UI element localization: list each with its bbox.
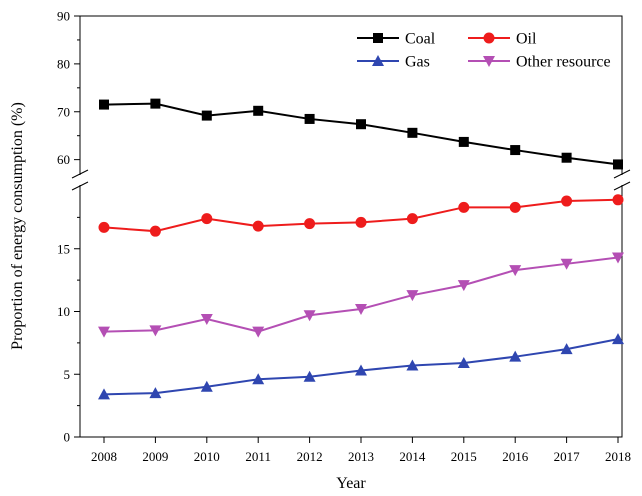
- x-axis-title: Year: [336, 475, 366, 492]
- legend-entry-oil: Oil: [468, 31, 537, 48]
- data-point-other-resource: [200, 314, 213, 326]
- data-point-coal: [561, 152, 572, 163]
- axis-break-slash: [71, 181, 89, 191]
- legend-marker: [483, 56, 495, 67]
- y-tick-label: 60: [57, 152, 70, 167]
- data-point-other-resource: [98, 326, 110, 338]
- legend-marker: [372, 55, 384, 66]
- x-tick-label: 2010: [194, 449, 220, 464]
- y-tick-label: 80: [57, 56, 70, 71]
- data-point-coal: [458, 136, 469, 147]
- data-point-oil: [612, 194, 624, 206]
- x-tick-label: 2015: [451, 449, 477, 464]
- legend-label: Other resource: [516, 54, 611, 71]
- y-tick-label: 10: [57, 304, 70, 319]
- legend-marker: [483, 32, 495, 44]
- y-tick-label: 0: [64, 430, 71, 445]
- x-tick-label: 2011: [245, 449, 271, 464]
- axis-break-slash: [613, 169, 631, 179]
- data-point-oil: [509, 201, 521, 213]
- x-tick-label: 2009: [142, 449, 168, 464]
- data-point-coal: [407, 127, 418, 138]
- legend-entry-other-resource: Other resource: [468, 54, 611, 71]
- legend-marker: [373, 33, 383, 43]
- axis-break-slash: [613, 181, 631, 191]
- data-point-oil: [355, 216, 367, 228]
- series-coal: [99, 98, 623, 170]
- data-point-gas: [200, 380, 213, 392]
- legend-entry-gas: Gas: [357, 54, 430, 71]
- data-point-coal: [613, 159, 623, 170]
- axes: [71, 15, 631, 438]
- y-tick-label: 5: [64, 367, 71, 382]
- data-point-oil: [201, 213, 213, 225]
- x-tick-label: 2008: [91, 449, 117, 464]
- series-other-resource: [98, 252, 624, 338]
- data-point-gas: [509, 350, 522, 362]
- x-axis-ticks: 2008 2009 2010 2011 2012 2013 2014 2015 2016 2017…: [91, 437, 631, 464]
- data-point-gas: [149, 387, 162, 399]
- data-point-other-resource: [303, 310, 316, 322]
- series-gas: [98, 333, 624, 400]
- data-point-coal: [253, 105, 264, 116]
- series-line-other-resource: [103, 256, 619, 333]
- legend-label: Coal: [405, 31, 436, 48]
- data-point-coal: [304, 113, 315, 124]
- data-point-gas: [406, 359, 419, 371]
- data-point-other-resource: [457, 280, 470, 292]
- data-point-gas: [560, 343, 573, 355]
- data-point-gas: [252, 373, 265, 385]
- x-tick-label: 2012: [297, 449, 323, 464]
- data-point-gas: [98, 388, 110, 400]
- data-point-gas: [355, 364, 367, 376]
- x-tick-label: 2014: [399, 449, 426, 464]
- data-point-coal: [510, 145, 521, 156]
- plot-frame: [79, 15, 623, 438]
- data-point-coal: [356, 119, 366, 130]
- x-tick-label: 2016: [502, 449, 529, 464]
- x-tick-label: 2013: [348, 449, 374, 464]
- y-axis-ticks: 60 70 80 90 0 5 10 15: [57, 9, 80, 445]
- data-point-other-resource: [560, 258, 573, 270]
- x-tick-label: 2018: [605, 449, 631, 464]
- data-point-other-resource: [252, 326, 265, 338]
- y-tick-label: 90: [57, 9, 70, 24]
- data-point-other-resource: [149, 325, 162, 337]
- data-point-coal: [99, 99, 109, 110]
- series-oil: [98, 194, 624, 237]
- axis-break-marks: [71, 169, 631, 191]
- data-point-oil: [458, 201, 470, 213]
- data-point-gas: [612, 333, 624, 345]
- data-point-oil: [304, 218, 316, 230]
- data-point-oil: [98, 221, 110, 233]
- data-point-other-resource: [612, 252, 624, 264]
- x-tick-label: 2017: [554, 449, 581, 464]
- y-tick-label: 70: [57, 104, 70, 119]
- data-point-coal: [150, 98, 161, 109]
- legend-label: Oil: [516, 31, 537, 48]
- axis-break-gap: [619, 175, 625, 185]
- data-point-coal: [201, 110, 212, 121]
- series-layer: [98, 98, 624, 400]
- data-point-oil: [149, 225, 161, 237]
- data-point-oil: [406, 213, 418, 225]
- series-line-coal: [103, 102, 619, 166]
- axis-break-slash: [71, 169, 89, 179]
- legend-entry-coal: Coal: [357, 31, 436, 48]
- legend: Coal Oil Gas Other resource: [357, 31, 611, 71]
- legend-label: Gas: [405, 54, 430, 71]
- y-axis-title: Proportion of energy consumption (%): [9, 102, 26, 350]
- data-point-oil: [561, 195, 573, 207]
- data-point-oil: [252, 220, 264, 232]
- axis-break-gap: [77, 175, 83, 185]
- data-point-other-resource: [355, 303, 367, 315]
- data-point-gas: [303, 370, 316, 382]
- data-point-other-resource: [406, 290, 419, 302]
- data-point-other-resource: [509, 265, 522, 277]
- y-tick-label: 15: [57, 241, 70, 256]
- data-point-gas: [457, 356, 470, 368]
